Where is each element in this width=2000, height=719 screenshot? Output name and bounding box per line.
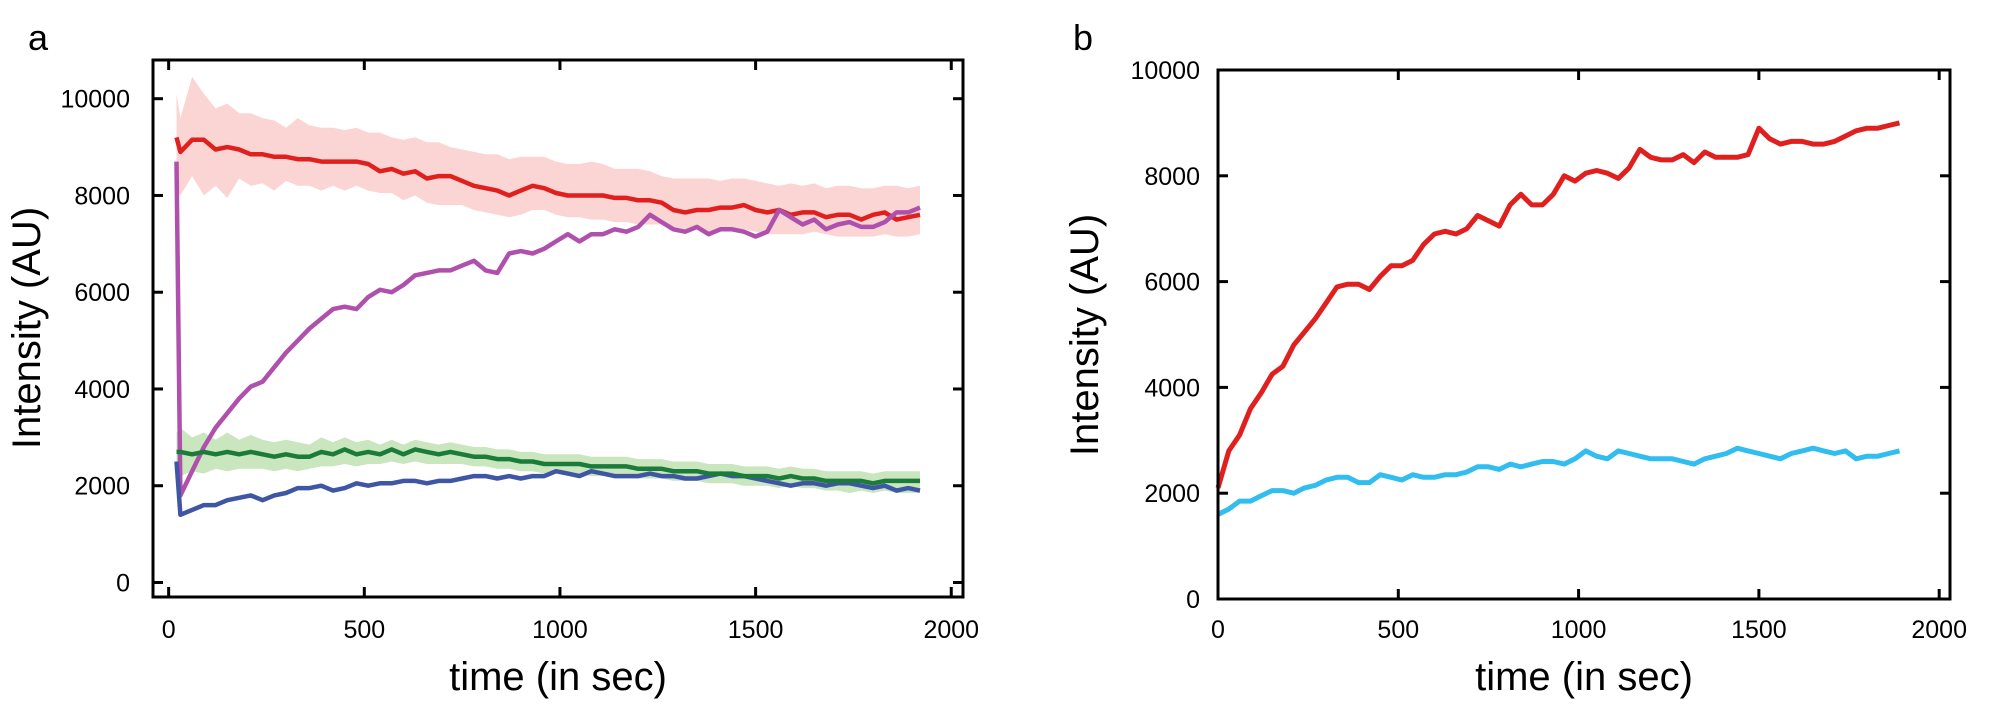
panel-a-xlabel: time (in sec) [449,655,667,699]
panel-a-band-95-conf-nuc [176,76,920,237]
panel-b-line-normalized-nuc-int- [1215,120,1901,489]
panel-a-xtick-label: 2000 [923,616,979,644]
panel-a-line-bleach-nuc [174,161,921,498]
panel-a-ytick-label: 10000 [60,86,130,114]
panel-a-ytick-label: 4000 [74,376,130,404]
panel-a-line-bleach-cyt [174,461,921,518]
panel-a-ytick-label: 2000 [74,473,130,501]
panel-b-ytick-label: 4000 [1144,374,1200,402]
panel-a-xtick-label: 1000 [532,616,588,644]
panel-a-xtick-label: 1500 [728,616,784,644]
panel-a-xtick-label: 0 [162,616,176,644]
panel-b-xtick-label: 2000 [1911,616,1967,644]
panel-b-ytick-label: 6000 [1144,269,1200,297]
panel-b-ytick-label: 2000 [1144,480,1200,508]
panel-b-ticks: 0 500 1000 1500 2000 0 2000 4000 6000 8000 10000 [1130,57,1967,644]
panel-a-ylabel: Intensity (AU) [5,207,49,449]
panel-a: a 0 500 1000 1500 2000 0 2000 4000 6000 8000 10000… [5,17,979,699]
panel-a-plot-frame [151,58,965,599]
panel-b-xtick-label: 0 [1211,616,1225,644]
panel-a-ytick-label: 6000 [74,279,130,307]
panel-b: b 0 500 1000 1500 2000 0 2000 4000 6000 8000 10000… [1063,17,1967,699]
panel-b-ylabel: Intensity (AU) [1063,214,1107,456]
panel-b-lines [1215,120,1901,517]
panel-b-ytick-label: 0 [1186,586,1200,614]
panel-b-xtick-label: 500 [1377,616,1419,644]
panel-letter-a: a [28,17,49,58]
panel-a-xtick-label: 500 [343,616,385,644]
panel-b-line-normalized-cyt-int- [1216,445,1901,517]
panel-b-plot-frame [1216,68,1952,601]
panel-b-xtick-label: 1000 [1551,616,1607,644]
panel-a-lines [174,136,921,518]
panel-a-ticks: 0 500 1000 1500 2000 0 2000 4000 6000 8000 10000 [60,60,979,644]
panel-b-ytick-label: 8000 [1144,163,1200,191]
panel-a-ytick-label: 0 [116,569,130,597]
panel-a-bands [176,76,920,493]
panel-a-line-mean-cyt [176,447,920,486]
panel-a-ytick-label: 8000 [74,182,130,210]
panel-letter-b: b [1073,17,1093,58]
panel-b-xtick-label: 1500 [1731,616,1787,644]
panel-a-line-mean-nuc [174,136,921,222]
panel-b-xlabel: time (in sec) [1475,655,1693,699]
panel-b-ytick-label: 10000 [1130,57,1200,85]
